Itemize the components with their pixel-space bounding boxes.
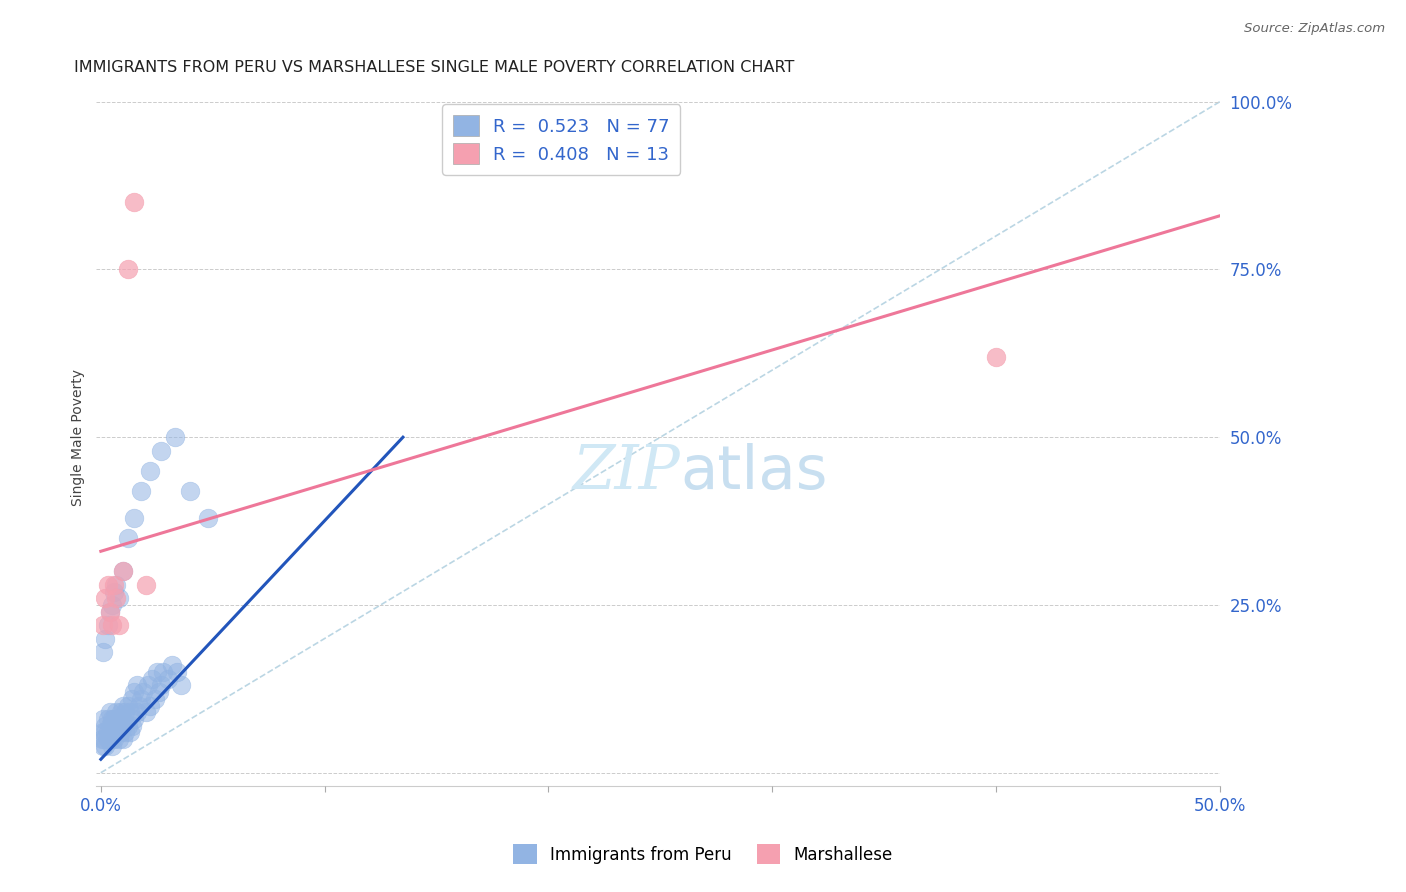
Text: atlas: atlas [681, 442, 828, 501]
Point [124, 685, 146, 699]
Point [121, 692, 143, 706]
Point [107, 591, 129, 606]
Point [132, 685, 155, 699]
Point [107, 618, 129, 632]
Point [117, 719, 139, 733]
Point [141, 672, 163, 686]
Point [105, 591, 128, 606]
Point [121, 719, 143, 733]
Point [96, 732, 118, 747]
Point [112, 698, 135, 713]
Point [91, 732, 114, 747]
Point [143, 692, 166, 706]
Point [124, 510, 146, 524]
Point [128, 698, 150, 713]
Point [105, 706, 128, 720]
Point [124, 712, 146, 726]
Y-axis label: Single Male Poverty: Single Male Poverty [72, 368, 86, 506]
Point [166, 665, 188, 679]
Point [112, 565, 135, 579]
Point [96, 618, 118, 632]
Point [96, 725, 118, 739]
Point [152, 665, 174, 679]
Point [103, 584, 125, 599]
Point [101, 739, 124, 753]
Point [146, 665, 169, 679]
Point [139, 698, 162, 713]
Point [91, 725, 114, 739]
Point [124, 195, 146, 210]
Point [98, 605, 121, 619]
Point [94, 719, 117, 733]
Point [110, 725, 132, 739]
Point [162, 658, 184, 673]
Point [117, 262, 139, 277]
Point [125, 706, 148, 720]
Point [156, 672, 179, 686]
Text: Source: ZipAtlas.com: Source: ZipAtlas.com [1244, 22, 1385, 36]
Point [114, 725, 136, 739]
Point [136, 678, 159, 692]
Point [103, 732, 125, 747]
Point [101, 598, 124, 612]
Point [91, 712, 114, 726]
Point [96, 712, 118, 726]
Point [179, 483, 201, 498]
Point [135, 706, 157, 720]
Point [135, 578, 157, 592]
Point [94, 739, 117, 753]
Point [114, 706, 136, 720]
Point [103, 725, 125, 739]
Point [150, 678, 173, 692]
Text: ZIP: ZIP [572, 442, 681, 502]
Legend: Immigrants from Peru, Marshallese: Immigrants from Peru, Marshallese [506, 838, 900, 871]
Point [91, 618, 114, 632]
Point [107, 712, 129, 726]
Point [98, 706, 121, 720]
Point [197, 510, 219, 524]
Point [117, 531, 139, 545]
Point [93, 732, 115, 747]
Point [117, 698, 139, 713]
Point [125, 678, 148, 692]
Point [112, 565, 135, 579]
Point [129, 692, 152, 706]
Point [103, 578, 125, 592]
Point [101, 732, 124, 747]
Point [105, 725, 128, 739]
Point [96, 578, 118, 592]
Point [112, 719, 135, 733]
Point [91, 739, 114, 753]
Point [94, 632, 117, 646]
Point [139, 464, 162, 478]
Point [112, 712, 135, 726]
Point [150, 443, 173, 458]
Point [94, 725, 117, 739]
Point [118, 706, 141, 720]
Point [163, 430, 186, 444]
Point [112, 732, 135, 747]
Point [105, 578, 128, 592]
Point [98, 719, 121, 733]
Point [91, 645, 114, 659]
Point [107, 732, 129, 747]
Point [101, 712, 124, 726]
Point [94, 591, 117, 606]
Point [129, 483, 152, 498]
Point [984, 350, 1007, 364]
Point [101, 719, 124, 733]
Point [170, 678, 193, 692]
Point [148, 685, 170, 699]
Point [103, 712, 125, 726]
Point [118, 725, 141, 739]
Point [110, 706, 132, 720]
Point [105, 719, 128, 733]
Legend: R =  0.523   N = 77, R =  0.408   N = 13: R = 0.523 N = 77, R = 0.408 N = 13 [443, 104, 681, 175]
Text: IMMIGRANTS FROM PERU VS MARSHALLESE SINGLE MALE POVERTY CORRELATION CHART: IMMIGRANTS FROM PERU VS MARSHALLESE SING… [75, 60, 794, 75]
Point [98, 732, 121, 747]
Point [98, 605, 121, 619]
Point [101, 618, 124, 632]
